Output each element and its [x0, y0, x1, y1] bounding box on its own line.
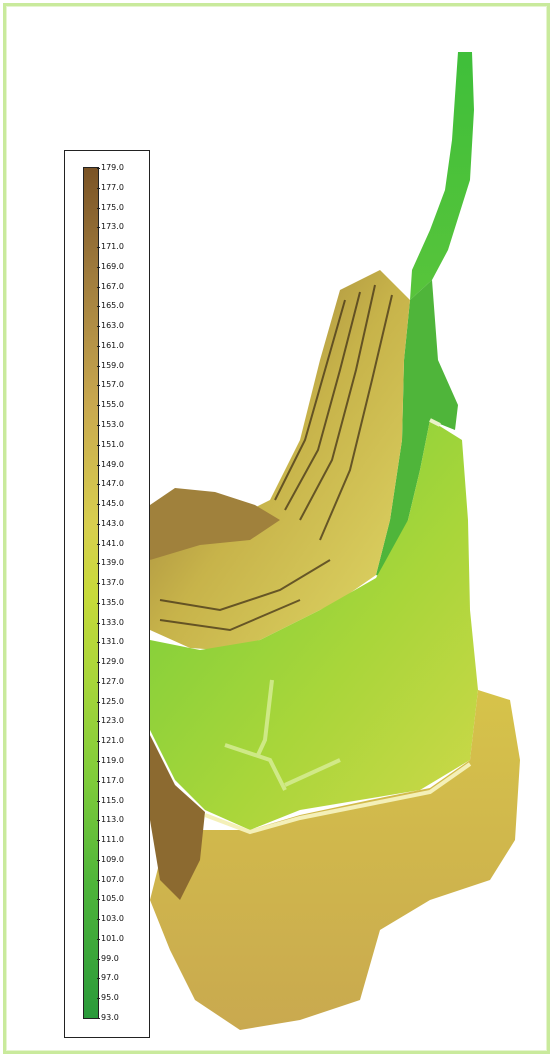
legend-tick-label: 93.0 [97, 1013, 119, 1022]
legend-tick-label: 103.0 [97, 914, 124, 924]
legend-tick-label: 151.0 [97, 439, 124, 449]
west-cliffs [150, 735, 205, 900]
legend-tick-label: 175.0 [97, 202, 124, 212]
ridge-slope [150, 270, 410, 650]
legend-tick-label: 165.0 [97, 301, 124, 311]
legend-tick-label: 129.0 [97, 657, 124, 667]
legend-tick-label: 155.0 [97, 400, 124, 410]
legend-tick-label: 99.0 [97, 953, 119, 963]
legend-tick-label: 171.0 [97, 242, 124, 252]
legend-tick-label: 153.0 [97, 419, 124, 429]
basin [150, 420, 478, 830]
legend-tick-label: 101.0 [97, 933, 124, 943]
basin-features [224, 679, 341, 791]
south-uplands [150, 690, 520, 1030]
legend-tick-label: 147.0 [97, 479, 124, 489]
legend-tick-label: 149.0 [97, 459, 124, 469]
north-channel [410, 52, 474, 300]
legend-tick-label: 97.0 [97, 973, 119, 983]
legend-tick-label: 159.0 [97, 360, 124, 370]
legend-tick-label: 117.0 [97, 775, 124, 785]
legend-tick-label: 115.0 [97, 795, 124, 805]
legend-tick-label: 137.0 [97, 578, 124, 588]
legend-tick-label: 113.0 [97, 815, 124, 825]
legend-tick-label: 131.0 [97, 637, 124, 647]
legend-tick-label: 127.0 [97, 676, 124, 686]
legend-tick-label: 169.0 [97, 261, 124, 271]
basin-rim [204, 762, 472, 835]
legend-tick-label: 123.0 [97, 716, 124, 726]
legend-tick-label: 119.0 [97, 756, 124, 766]
legend-tick-label: 145.0 [97, 499, 124, 509]
legend-tick-label: 163.0 [97, 321, 124, 331]
legend-tick-label: 111.0 [97, 835, 124, 845]
legend-tick-label: 139.0 [97, 558, 124, 568]
valley-rim [429, 418, 441, 427]
west-plateau [150, 488, 280, 560]
legend-tick-label: 125.0 [97, 696, 124, 706]
legend-ticks: 179.0 177.0 175.0 173.0 171.0 169.0 167.0 165.0… [97, 163, 147, 1022]
legend-tick-label: 109.0 [97, 854, 124, 864]
legend-tick-label: 179.0 [97, 163, 124, 172]
legend-tick-label: 141.0 [97, 538, 124, 548]
legend-tick-label: 133.0 [97, 617, 124, 627]
legend-tick-label: 105.0 [97, 894, 124, 904]
legend-tick-label: 177.0 [97, 182, 124, 192]
legend-tick-label: 135.0 [97, 597, 124, 607]
ridge-hachures [159, 284, 393, 632]
legend-tick-label: 173.0 [97, 222, 124, 232]
valley-strip [376, 280, 458, 580]
legend-tick-label: 121.0 [97, 736, 124, 746]
legend-tick-label: 95.0 [97, 993, 119, 1003]
legend-tick-label: 167.0 [97, 281, 124, 291]
legend-tick-label: 143.0 [97, 518, 124, 528]
color-ramp [83, 167, 99, 1019]
legend-tick-label: 161.0 [97, 340, 124, 350]
legend-tick-label: 157.0 [97, 380, 124, 390]
elevation-legend: 179.0 177.0 175.0 173.0 171.0 169.0 167.0 165.0… [64, 150, 150, 1038]
legend-tick-label: 107.0 [97, 874, 124, 884]
